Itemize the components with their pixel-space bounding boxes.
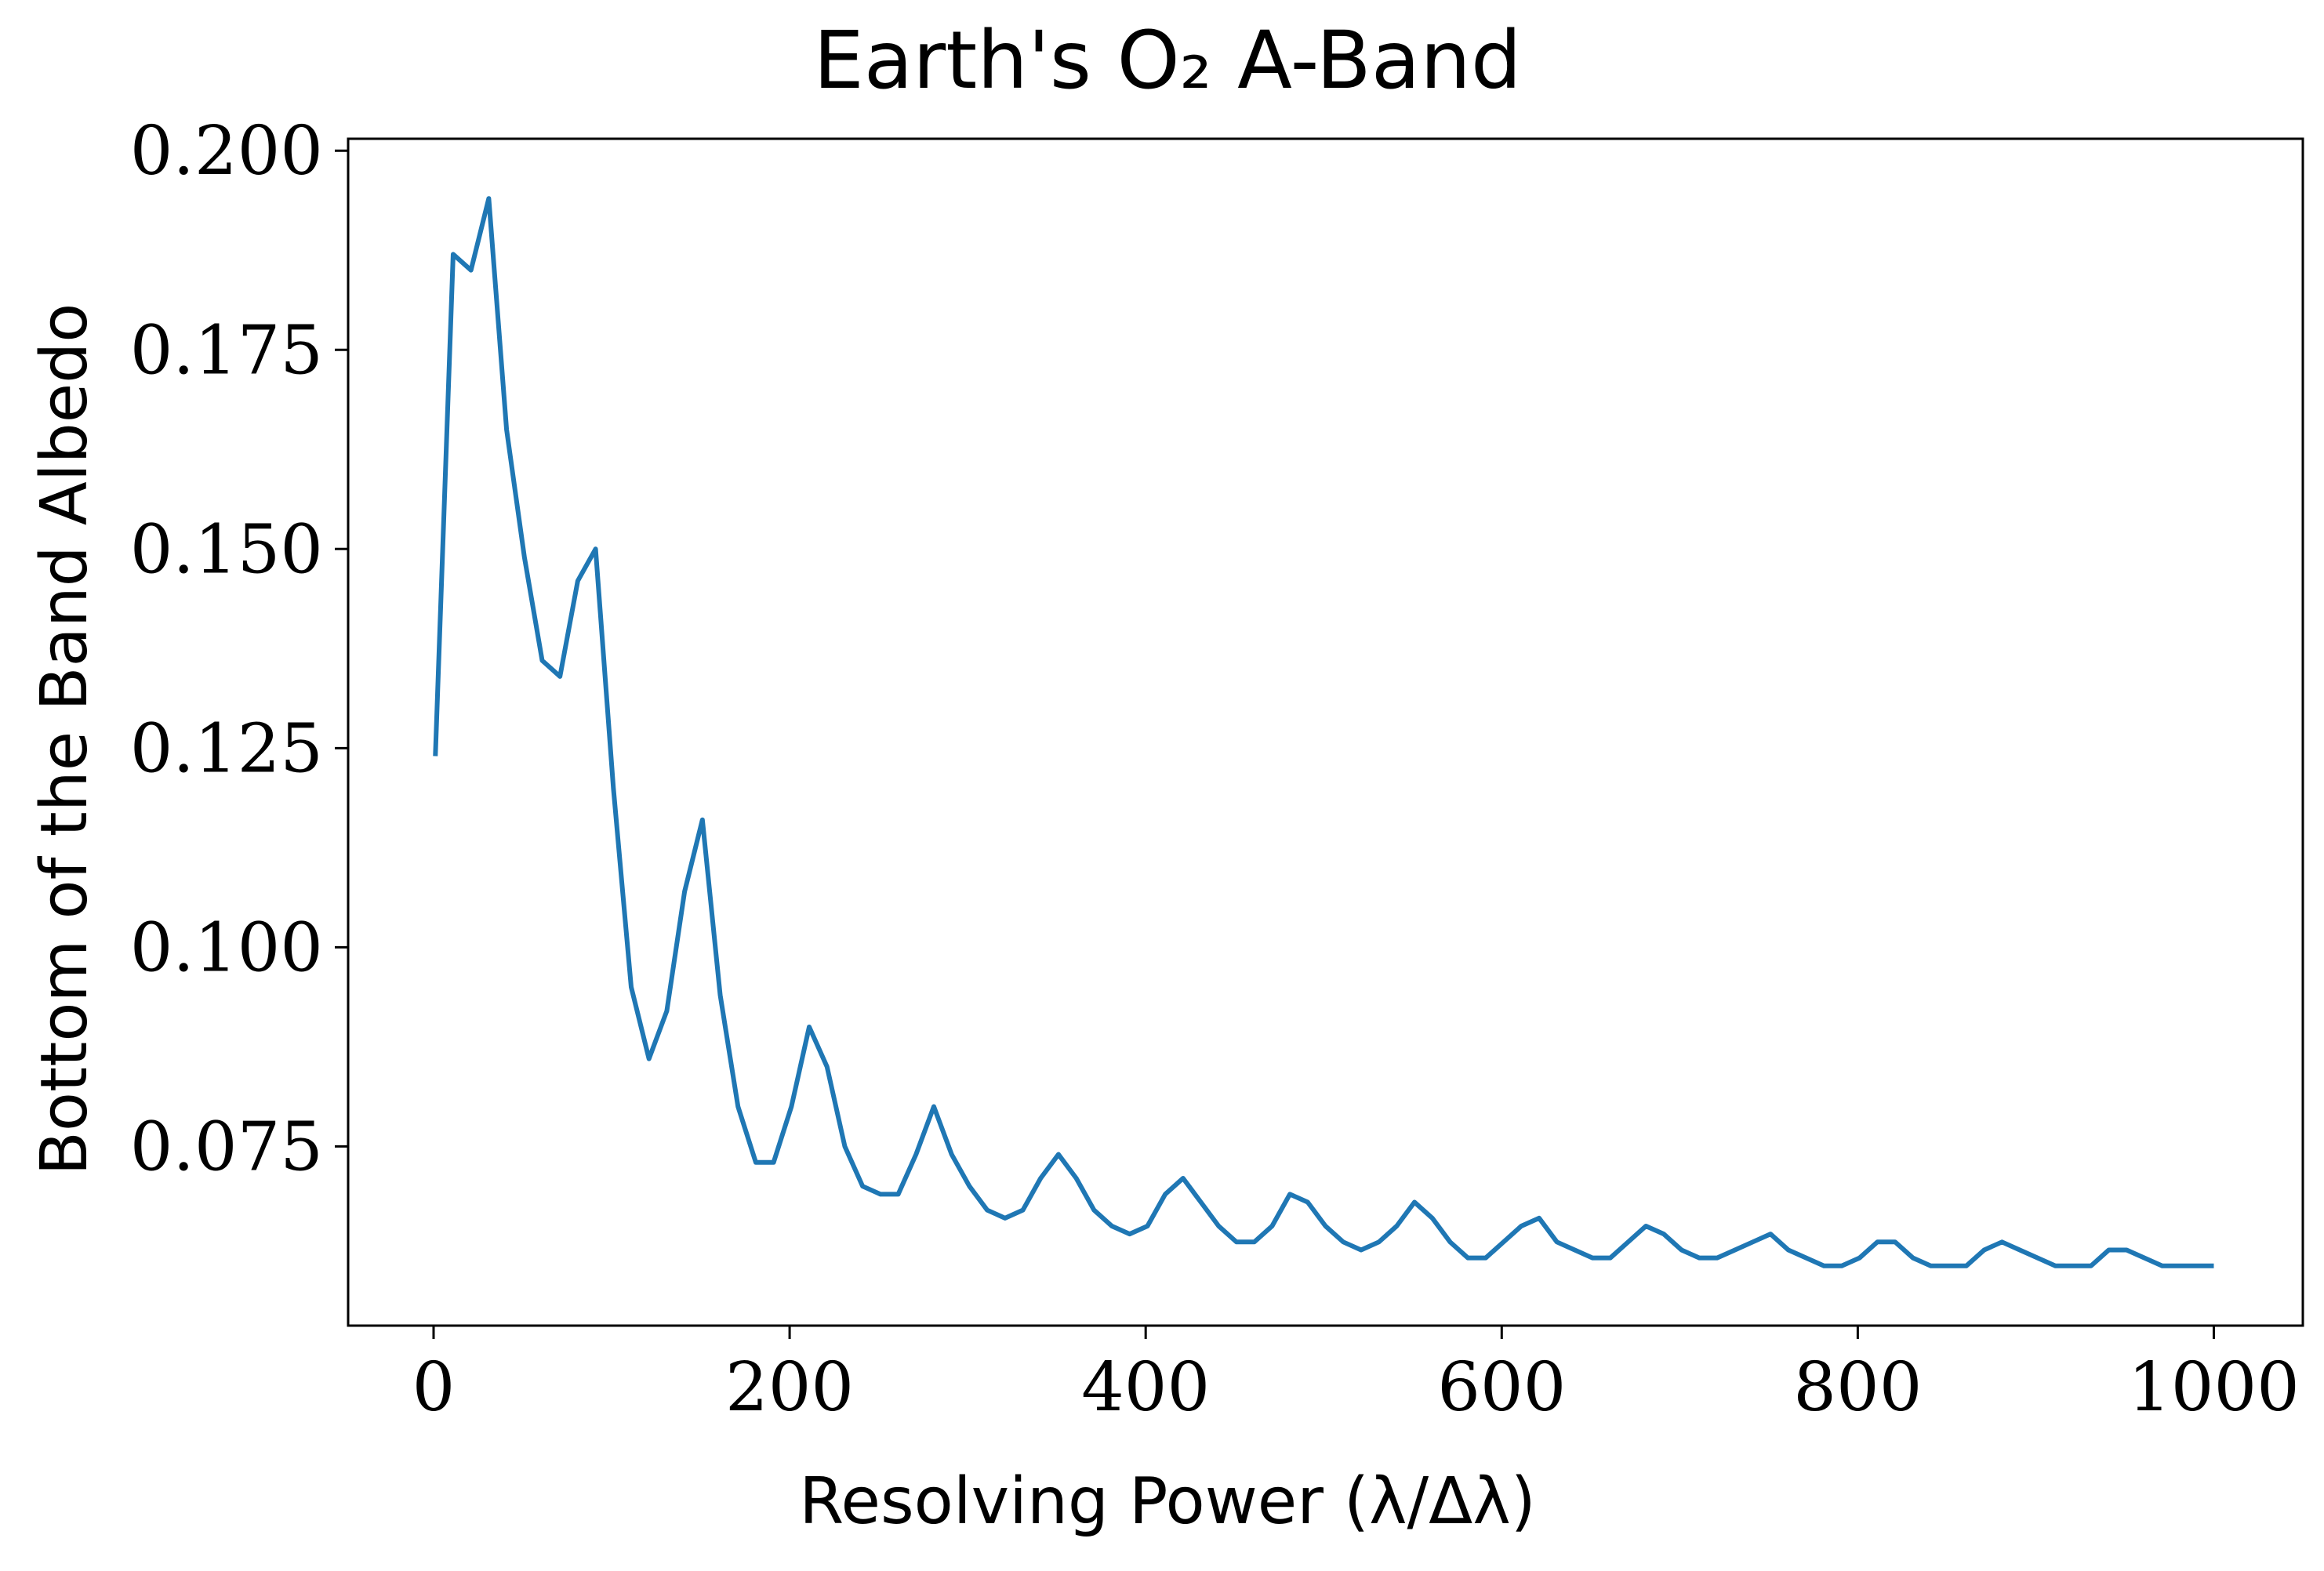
y-tick-label: 0.075 <box>130 1108 323 1186</box>
y-tick-label: 0.150 <box>130 510 323 589</box>
x-tick-label: 800 <box>1793 1348 1922 1427</box>
series-line <box>433 196 2214 1268</box>
x-tick-label: 200 <box>725 1348 854 1427</box>
y-tick-label: 0.175 <box>130 311 323 390</box>
x-tick-label: 0 <box>412 1348 456 1427</box>
plot-frame <box>347 137 2304 1327</box>
x-tick-label: 1000 <box>2128 1348 2300 1427</box>
x-tick-label: 600 <box>1437 1348 1566 1427</box>
y-tick-label: 0.100 <box>130 909 323 987</box>
x-axis-label: Resolving Power (λ/Δλ) <box>799 1464 1536 1539</box>
chart-title: Earth's O₂ A-Band <box>813 14 1521 107</box>
y-axis-label: Bottom of the Band Albedo <box>27 303 102 1176</box>
plot-area: 0 200 400 600 800 1000 0.075 0.100 0.125 0.150 0.1… <box>130 112 2304 1427</box>
y-tick-label: 0.125 <box>130 709 323 788</box>
y-tick-label: 0.200 <box>130 112 323 190</box>
x-tick-label: 400 <box>1081 1348 1210 1427</box>
